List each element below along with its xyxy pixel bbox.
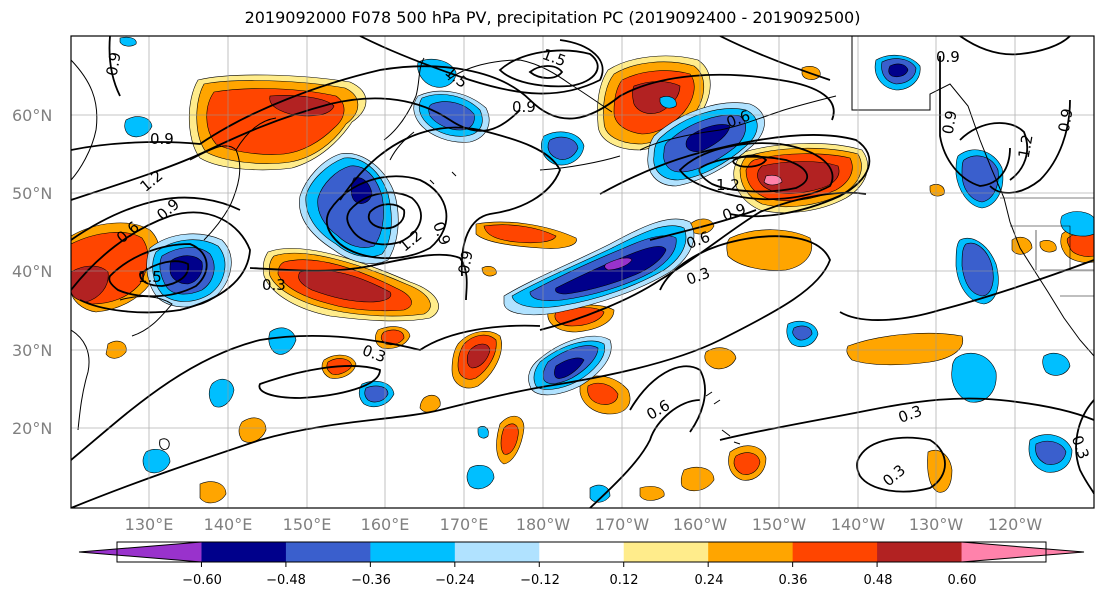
colorbar-cell [961, 542, 1085, 562]
lon-label: 130°W [909, 515, 964, 534]
graticule [71, 36, 1094, 508]
contour-label: 0.3 [262, 276, 286, 294]
colorbar-label: 0.12 [610, 573, 639, 588]
colorbar-cell [201, 542, 287, 562]
colorbar-label: −0.36 [351, 573, 391, 588]
lon-label: 170°W [595, 515, 650, 534]
contour-label: 1.2 [1015, 133, 1037, 160]
contour-label: 1.2 [716, 176, 740, 194]
lat-label-40n: 40°N [12, 262, 52, 281]
colorbar-cell [792, 542, 878, 562]
colorbar-label: −0.24 [435, 573, 475, 588]
colorbar-labels: −0.60 −0.48 −0.36 −0.24 −0.12 0.12 0.24 … [182, 573, 976, 588]
lon-label: 140°W [831, 515, 886, 534]
lon-label: 130°E [125, 515, 174, 534]
colorbar-cell [285, 542, 371, 562]
colorbar-cell [78, 542, 202, 562]
colorbar-cell [708, 542, 794, 562]
map-frame [70, 35, 1095, 509]
lon-label: 120°W [988, 515, 1043, 534]
colorbar-label: 0.48 [864, 573, 893, 588]
colorbar-cell [539, 542, 625, 562]
colorbar-arrow-outline [78, 541, 1085, 563]
colorbar-cells [78, 541, 1085, 563]
colorbar-cell [370, 542, 456, 562]
lon-label: 180°W [516, 515, 571, 534]
colorbar-label: 0.60 [948, 573, 977, 588]
contour-label: 0.9 [512, 98, 536, 116]
contour-label: 0.9 [936, 48, 960, 66]
pv-contours [71, 36, 1094, 508]
lat-label-50n: 50°N [12, 184, 52, 203]
colorbar-label: 0.24 [695, 573, 724, 588]
lat-label-60n: 60°N [12, 106, 52, 125]
lon-label: 170°E [440, 515, 489, 534]
colorbar-ticks [200, 562, 878, 567]
colorbar-cell [877, 542, 963, 562]
lon-label: 160°E [361, 515, 410, 534]
lat-label-30n: 30°N [12, 341, 52, 360]
colorbar-label: −0.48 [266, 573, 306, 588]
lon-label: 150°E [283, 515, 332, 534]
contour-label: 1.5 [138, 268, 162, 286]
contour-label: 0.9 [1055, 107, 1077, 134]
lon-label: 140°E [204, 515, 253, 534]
lon-label: 150°W [752, 515, 807, 534]
colorbar-frame [116, 541, 1047, 563]
colorbar: −0.60 −0.48 −0.36 −0.24 −0.12 0.12 0.24 … [78, 541, 1085, 588]
contour-label: 0.9 [455, 249, 477, 276]
colorbar-cell [623, 542, 709, 562]
colorbar-label: 0.36 [779, 573, 808, 588]
contour-label: 0.9 [103, 51, 125, 78]
latitude-labels: 60°N 50°N 40°N 30°N 20°N [12, 106, 52, 438]
contour-label: 0.9 [939, 109, 961, 136]
colorbar-label: −0.12 [520, 573, 560, 588]
colorbar-cell [454, 542, 540, 562]
coastlines [71, 36, 1094, 451]
lat-label-20n: 20°N [12, 419, 52, 438]
lon-label: 160°W [673, 515, 728, 534]
longitude-labels: 130°E 140°E 150°E 160°E 170°E 180°W 170°… [125, 515, 1043, 534]
colorbar-label: −0.60 [182, 573, 222, 588]
contour-label: 0.9 [150, 130, 174, 148]
map-title: 2019092000 F078 500 hPa PV, precipitatio… [244, 8, 861, 27]
